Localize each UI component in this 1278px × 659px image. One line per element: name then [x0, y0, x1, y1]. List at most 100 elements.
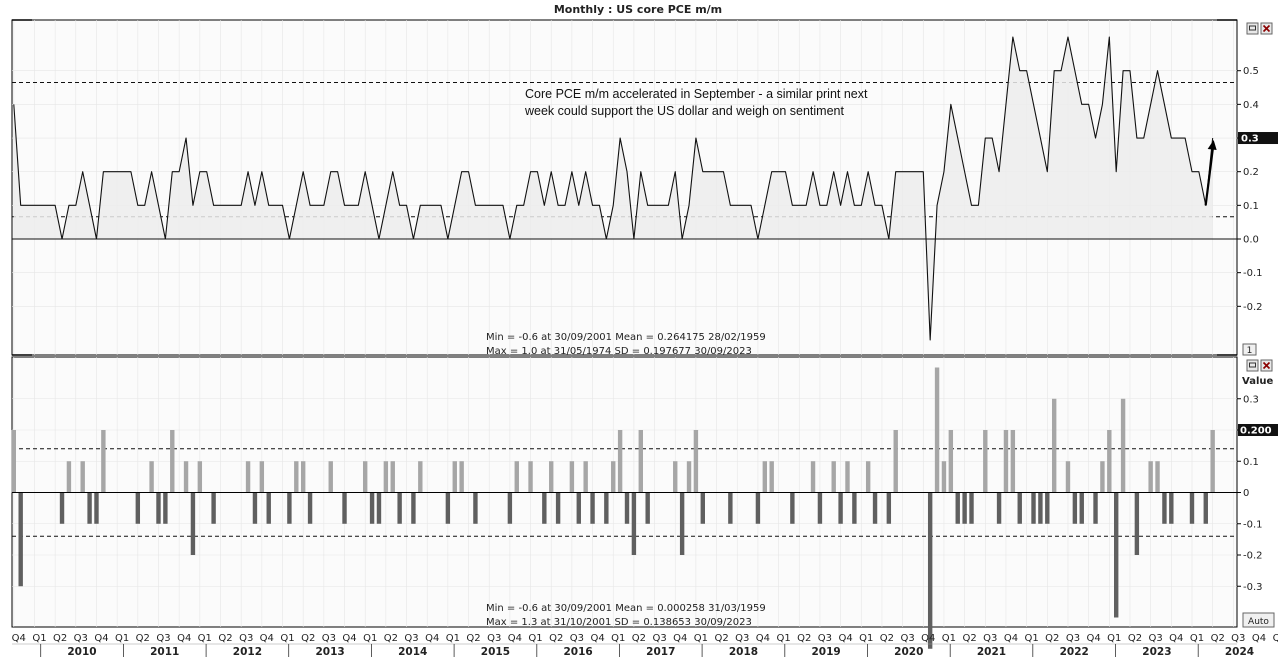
bottom-bar — [514, 461, 519, 493]
top-series-line — [13, 36, 1214, 341]
bottom-bar — [686, 461, 692, 493]
x-quarter-label: Q4 — [1169, 633, 1183, 644]
x-axis: Q4 Q1 Q2 Q3 Q4 Q1 Q2 Q3 Q4 Q1 Q2 Q3 Q4 Q1 Q2 Q3 Q4 Q1 Q2 Q3… — [12, 633, 1278, 658]
bottom-bar — [411, 492, 416, 524]
bottom-bar — [473, 492, 478, 524]
bottom-bar — [590, 492, 595, 524]
bottom-bar — [287, 492, 292, 524]
pane-number-button[interactable]: 1 — [1242, 343, 1257, 356]
bottom-bar — [1003, 430, 1009, 493]
x-quarter-label: Q4 — [12, 633, 26, 644]
x-quarter-label: Q1 — [115, 633, 129, 644]
bottom-pane-close-button[interactable] — [1260, 359, 1273, 372]
bottom-bar — [941, 461, 947, 493]
x-quarter-label: Q3 — [900, 633, 914, 644]
bottom-bar — [197, 461, 203, 493]
x-quarter-label: Q3 — [570, 633, 584, 644]
bottom-bar — [1031, 492, 1036, 524]
bottom-bar — [555, 492, 561, 524]
x-quarter-label: Q2 — [1045, 633, 1059, 644]
bottom-bar — [927, 492, 933, 649]
bottom-bar — [638, 430, 643, 493]
x-year-label: 2020 — [894, 646, 923, 658]
bottom-bar — [1100, 461, 1105, 493]
bottom-bar — [300, 461, 306, 493]
bottom-bar — [328, 461, 333, 493]
x-quarter-label: Q3 — [487, 633, 501, 644]
x-year-label: 2022 — [1060, 646, 1089, 658]
x-quarter-label: Q1 — [942, 633, 956, 644]
x-quarter-label: Q3 — [1148, 633, 1162, 644]
top-pane-restore-button[interactable] — [1246, 22, 1259, 35]
bottom-bar — [11, 430, 16, 493]
x-quarter-label: Q1 — [1024, 633, 1038, 644]
bottom-stats-line-2: Max = 1.3 at 31/10/2001 SD = 0.138653 30… — [486, 617, 752, 628]
bottom-bar — [1203, 492, 1208, 524]
bottom-bar — [762, 461, 768, 493]
bottom-bar — [583, 461, 588, 493]
x-quarter-label: Q2 — [301, 633, 315, 644]
bottom-bar — [542, 492, 547, 524]
bottom-bar — [831, 461, 836, 493]
chart-title: Monthly : US core PCE m/m — [554, 3, 722, 16]
bottom-bar — [1169, 492, 1174, 524]
x-year-label: 2017 — [646, 646, 675, 658]
bottom-bar — [459, 461, 464, 493]
bottom-y-tick-label: 0.3 — [1243, 394, 1259, 405]
x-year-label: 2024 — [1225, 646, 1254, 658]
auto-scale-button[interactable]: Auto — [1242, 612, 1275, 628]
x-year-label: 2019 — [811, 646, 840, 658]
bottom-bar — [934, 367, 940, 493]
x-year-label: 2014 — [398, 646, 427, 658]
top-y-ticks: -0.2-0.10.00.10.20.30.40.50.3 — [12, 19, 1278, 356]
x-quarter-label: Q4 — [1004, 633, 1018, 644]
bottom-bar — [673, 461, 678, 493]
bottom-bar — [149, 461, 154, 493]
bottom-bar — [1065, 461, 1071, 493]
x-year-label: 2010 — [67, 646, 96, 658]
bottom-bar — [369, 492, 375, 524]
x-quarter-label: Q4 — [177, 633, 191, 644]
bottom-series — [11, 367, 1237, 649]
bottom-bar — [80, 461, 85, 493]
bottom-bar — [1093, 492, 1098, 524]
top-y-tick-label: 0.1 — [1243, 201, 1259, 212]
bottom-y-axis-label: Value — [1242, 376, 1273, 387]
x-quarter-label: Q3 — [1231, 633, 1245, 644]
top-pane-close-button[interactable] — [1260, 22, 1273, 35]
bottom-bar — [948, 430, 954, 493]
highlight-arrow-shaft — [1204, 145, 1215, 206]
x-year-label: 2012 — [233, 646, 262, 658]
annotation-line-1: Core PCE m/m accelerated in September - … — [525, 87, 868, 101]
x-quarter-label: Q3 — [735, 633, 749, 644]
x-quarter-label: Q1 — [280, 633, 294, 644]
bottom-bar — [94, 492, 99, 524]
bottom-bar — [1148, 461, 1153, 493]
bottom-bar — [390, 461, 395, 493]
bottom-bar — [886, 492, 892, 524]
top-last-value-tag — [1238, 132, 1278, 145]
x-quarter-label: Q2 — [136, 633, 150, 644]
bottom-bar — [852, 492, 857, 524]
x-quarter-label: Q2 — [714, 633, 728, 644]
x-quarter-label: Q4 — [1252, 633, 1266, 644]
bottom-bar — [418, 461, 423, 493]
bottom-bar — [624, 492, 630, 524]
top-y-tick-label: 0.0 — [1243, 235, 1259, 246]
x-quarter-label: Q4 — [260, 633, 274, 644]
bottom-bar — [569, 461, 575, 493]
x-quarter-label: Q4 — [342, 633, 356, 644]
bottom-reference-lines — [12, 448, 1237, 537]
x-year-label: 2018 — [729, 646, 758, 658]
bottom-bar — [135, 492, 141, 524]
x-quarter-label: Q1 — [611, 633, 625, 644]
x-quarter-label: Q2 — [962, 633, 976, 644]
bottom-bar — [693, 430, 699, 493]
bottom-pane-restore-button[interactable] — [1246, 359, 1259, 372]
x-year-label: 2011 — [150, 646, 179, 658]
bottom-bar — [817, 492, 823, 524]
bottom-bar — [252, 492, 258, 524]
annotation-line-2: week could support the US dollar and wei… — [524, 104, 844, 118]
bottom-stats-line-1: Min = -0.6 at 30/09/2001 Mean = 0.000258… — [486, 603, 766, 614]
x-quarter-label: Q2 — [218, 633, 232, 644]
